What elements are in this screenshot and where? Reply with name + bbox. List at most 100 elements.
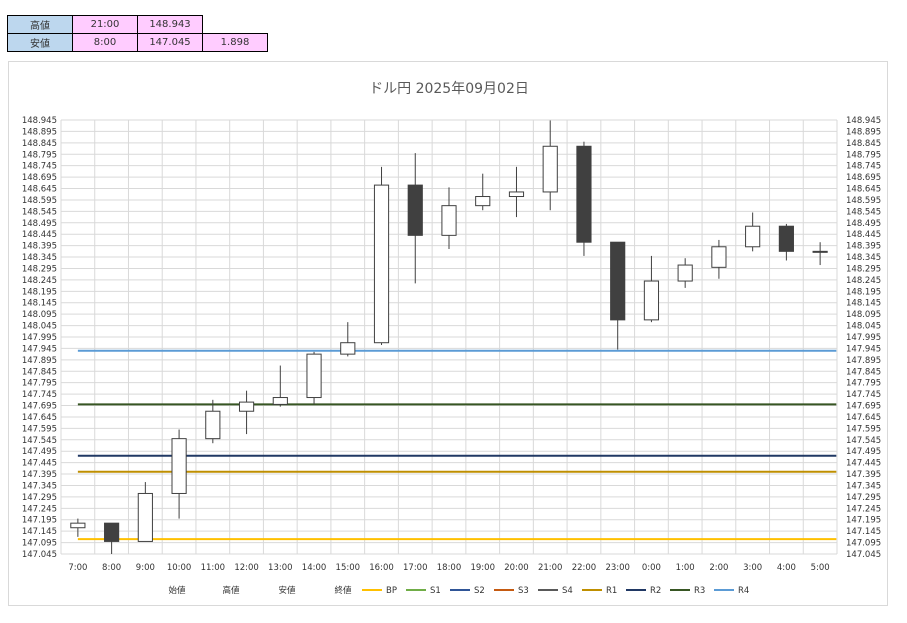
candle-body [542,145,558,193]
x-tick-label: 23:00 [605,563,630,573]
candle-body [812,250,828,253]
x-tick-label: 0:00 [642,563,661,573]
candle-body [576,145,592,243]
legend-label: R3 [694,586,705,596]
y-tick-label-left: 147.645 [22,413,57,423]
candle-body [610,241,626,321]
y-tick-label-left: 148.495 [22,219,57,229]
y-tick-label-right: 148.145 [846,299,881,309]
y-tick-label-left: 148.045 [22,322,57,332]
y-tick-label-right: 147.495 [846,447,881,457]
candle [542,120,558,211]
y-tick-label-left: 148.445 [22,230,57,240]
x-tick-label: 10:00 [167,563,192,573]
y-tick-label-right: 147.595 [846,424,881,434]
legend-label: S1 [430,586,441,596]
candle-body [137,492,153,542]
legend-item-bp: BP [362,586,397,596]
y-tick-label-right: 148.195 [846,287,881,297]
y-tick-label-left: 147.495 [22,447,57,457]
y-tick-label-left: 148.095 [22,310,57,320]
y-tick-label-left: 147.595 [22,424,57,434]
y-tick-label-right: 147.895 [846,356,881,366]
legend-item-s2: S2 [450,586,485,596]
y-tick-label-right: 148.645 [846,185,881,195]
x-tick-label: 12:00 [234,563,259,573]
y-tick-label-left: 148.295 [22,264,57,274]
candle-body [373,184,390,344]
candle-body [104,522,120,542]
low-time: 8:00 [72,33,138,52]
candle-body [711,246,727,268]
y-tick-label-right: 147.945 [846,344,881,354]
candle-body [70,522,86,529]
y-tick-label-left: 147.145 [22,527,57,537]
y-tick-label-left: 147.095 [22,539,57,549]
x-tick-label: 4:00 [777,563,796,573]
candle-body [508,191,525,198]
candle [238,390,255,435]
y-tick-label-left: 148.545 [22,207,57,217]
high-value: 148.943 [137,15,203,34]
y-tick-label-right: 147.245 [846,504,881,514]
y-tick-label-left: 148.745 [22,162,57,172]
candle [475,173,491,211]
x-tick-label: 21:00 [538,563,563,573]
y-tick-label-left: 147.545 [22,436,57,446]
legend-label: BP [386,586,397,596]
pivot-lines [77,349,837,541]
summary-table: 高値 21:00 148.943 安値 8:00 147.045 1.898 [7,15,268,52]
candle [812,242,828,266]
candle [272,365,288,407]
candle [340,322,356,357]
legend-item-s3: S3 [494,586,529,596]
x-tick-label: 2:00 [709,563,728,573]
y-tick-label-left: 148.845 [22,139,57,149]
legend-item-r1: R1 [582,586,617,596]
high-label: 高値 [7,15,73,34]
candle-body [643,280,660,321]
legend-item-r4: R4 [714,586,749,596]
y-tick-label-left: 147.995 [22,333,57,343]
y-tick-label-right: 147.795 [846,379,881,389]
x-tick-label: 18:00 [437,563,462,573]
candle-body [677,264,693,282]
x-tick-label: 1:00 [676,563,695,573]
candle-body [475,196,491,207]
legend: 始値 高値 安値 終値 BP S1 S2 S3 S4 R1 R2 R3 R4 [168,585,749,596]
y-tick-label-right: 148.695 [846,173,881,183]
y-tick-label-right: 147.195 [846,516,881,526]
y-tick-label-right: 147.095 [846,539,881,549]
x-tick-label: 17:00 [403,563,428,573]
legend-label: 始値 [168,585,186,596]
candle [778,223,794,261]
candle [677,258,693,288]
y-tick-label-right: 148.495 [846,219,881,229]
y-tick-label-left: 148.245 [22,276,57,286]
x-tick-label: 15:00 [336,563,361,573]
candle-body [238,401,255,412]
y-tick-label-left: 148.195 [22,287,57,297]
y-tick-label-left: 147.895 [22,356,57,366]
y-tick-label-left: 148.795 [22,150,57,160]
y-tick-label-left: 148.645 [22,185,57,195]
legend-item-s4: S4 [538,586,573,596]
x-tick-label: 22:00 [572,563,597,573]
y-tick-label-left: 148.945 [22,116,57,126]
y-tick-label-right: 148.745 [846,162,881,172]
x-tick-label: 20:00 [504,563,529,573]
y-tick-label-left: 147.195 [22,516,57,526]
y-tick-label-right: 147.695 [846,402,881,412]
candle [407,153,423,284]
x-tick-label: 14:00 [302,563,327,573]
y-tick-label-left: 147.845 [22,367,57,377]
x-tick-label: 7:00 [68,563,87,573]
y-tick-label-right: 147.995 [846,333,881,343]
candle [508,166,525,218]
candle-body [441,205,457,236]
low-label: 安値 [7,33,73,52]
candle-body [205,410,221,440]
y-tick-label-left: 148.395 [22,242,57,252]
candle [711,239,727,279]
high-time: 21:00 [72,15,138,34]
